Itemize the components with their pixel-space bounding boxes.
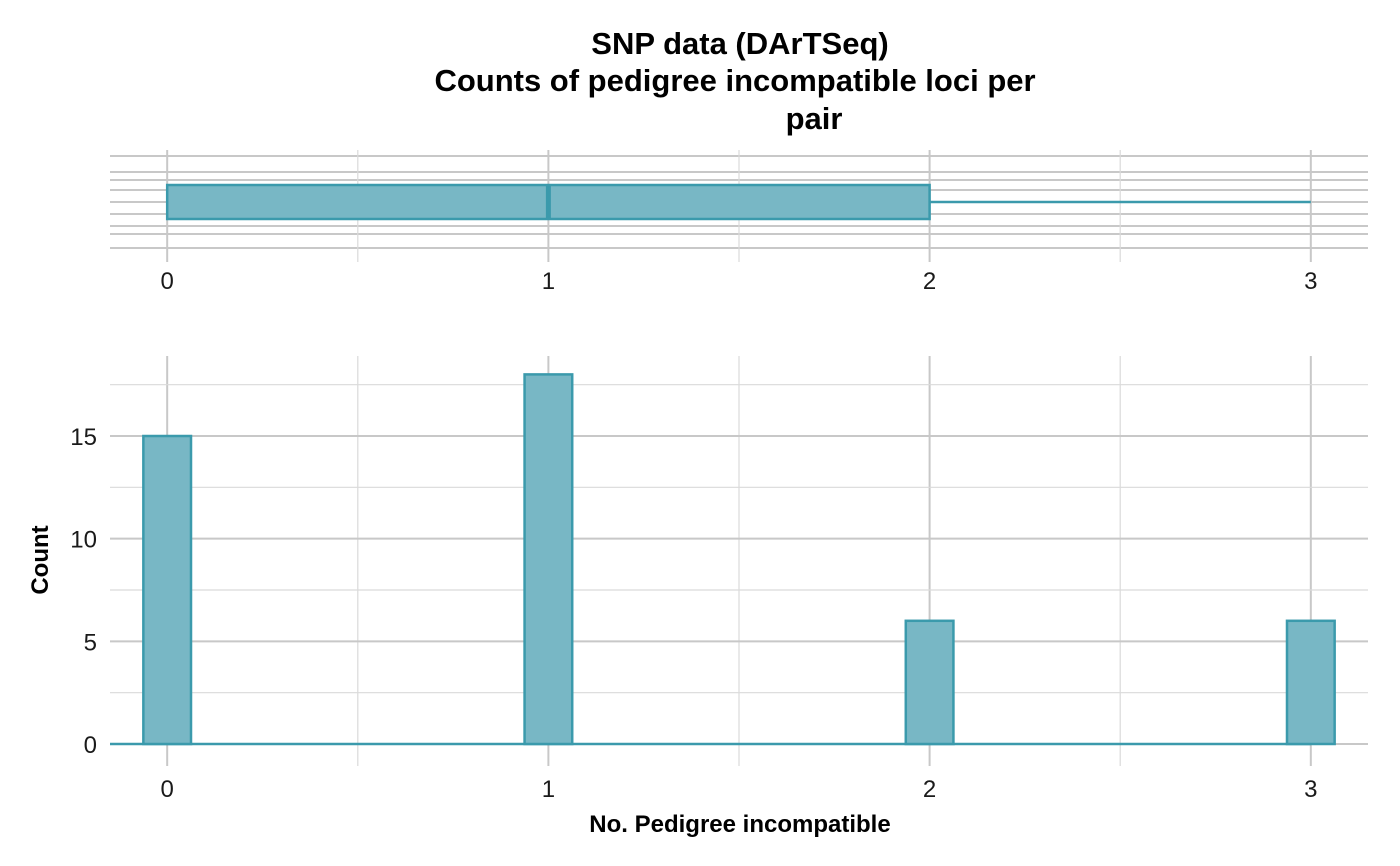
boxplot-x-tick-label: 0 bbox=[161, 268, 174, 295]
histogram-bar bbox=[142, 434, 193, 746]
boxplot-x-ticks: 0 1 2 3 bbox=[161, 268, 1318, 295]
title-line-1: SNP data (DArTSeq) bbox=[591, 26, 888, 61]
histogram-y-tick-label: 10 bbox=[70, 527, 97, 554]
histogram-x-tick-label: 2 bbox=[923, 776, 936, 803]
histogram-y-tick-label: 5 bbox=[84, 629, 97, 656]
title-line-3: pair bbox=[786, 101, 843, 136]
histogram-x-tick-label: 3 bbox=[1304, 776, 1317, 803]
boxplot-x-tick-label: 1 bbox=[542, 268, 555, 295]
histogram-x-tick-label: 0 bbox=[161, 776, 174, 803]
histogram-bar bbox=[1285, 619, 1336, 746]
histogram-bar bbox=[904, 619, 955, 746]
title-line-2: Counts of pedigree incompatible loci per bbox=[434, 63, 1035, 98]
boxplot-panel: 0 1 2 3 bbox=[110, 150, 1368, 295]
boxplot-marks bbox=[165, 183, 1311, 221]
histogram-bars bbox=[110, 373, 1336, 746]
histogram-x-tick-label: 1 bbox=[542, 776, 555, 803]
boxplot-x-tick-label: 2 bbox=[923, 268, 936, 295]
histogram-panel: 0 1 2 3 0 5 10 15 No. Pedigree incompatible Co… bbox=[27, 356, 1368, 838]
y-axis-title: Count bbox=[27, 525, 54, 594]
histogram-y-tick-label: 15 bbox=[70, 424, 97, 451]
histogram-bar bbox=[523, 373, 574, 746]
histogram-y-ticks: 0 5 10 15 bbox=[70, 424, 97, 759]
histogram-grid bbox=[110, 356, 1368, 766]
histogram-x-ticks: 0 1 2 3 bbox=[161, 776, 1318, 803]
boxplot-x-tick-label: 3 bbox=[1304, 268, 1317, 295]
chart-title: SNP data (DArTSeq) Counts of pedigree in… bbox=[434, 26, 1035, 136]
x-axis-title: No. Pedigree incompatible bbox=[589, 811, 890, 838]
histogram-y-tick-label: 0 bbox=[84, 732, 97, 759]
